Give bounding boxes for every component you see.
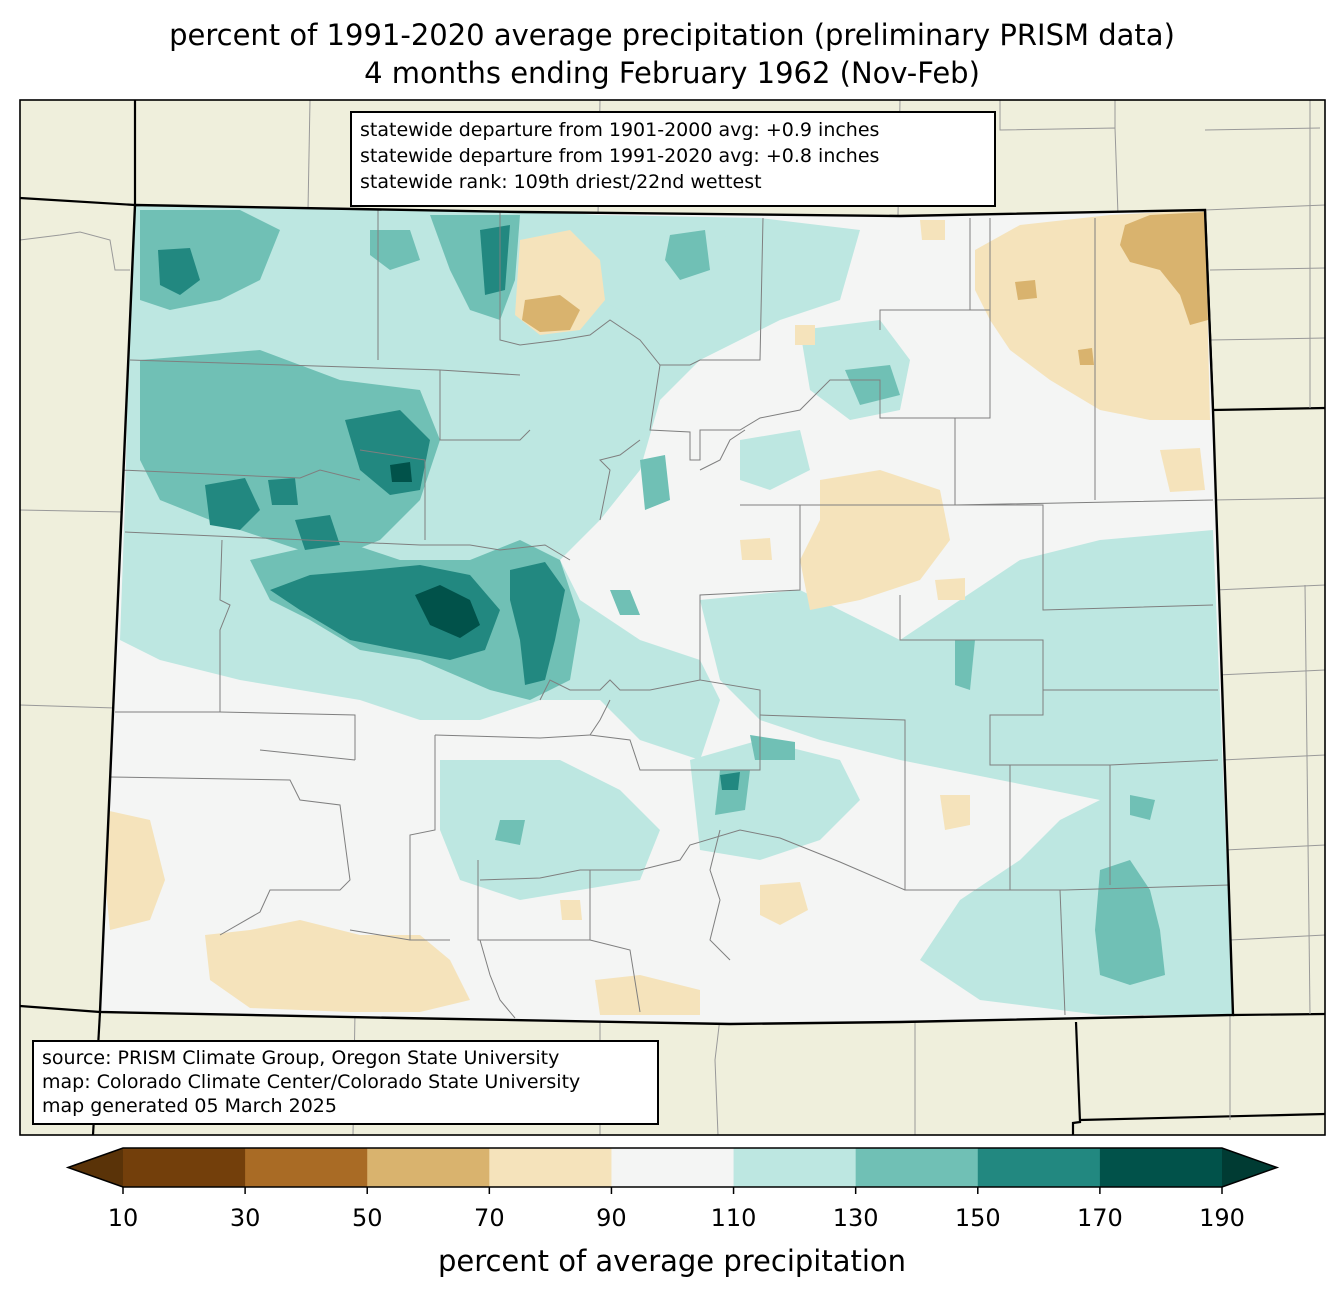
colorbar [65, 1147, 1280, 1194]
colorbar-tick-label: 170 [1076, 1204, 1123, 1232]
colorbar-tick-label: 90 [596, 1204, 627, 1232]
colorbar-under-arrow [68, 1148, 123, 1187]
colorbar-tick-label: 50 [351, 1204, 383, 1232]
colorbar-segment [489, 1148, 612, 1187]
generated-date-line: map generated 05 March 2025 [42, 1095, 337, 1117]
colorado-border [98, 203, 1235, 1026]
stats-departure-1991: statewide departure from 1991-2020 avg: … [360, 145, 880, 167]
precipitation-shading [100, 205, 1233, 1024]
colorbar-segment [367, 1148, 490, 1187]
source-box: source: PRISM Climate Group, Oregon Stat… [32, 1040, 659, 1125]
colorbar-tick-label: 10 [107, 1204, 139, 1232]
stats-departure-1901: statewide departure from 1901-2000 avg: … [360, 119, 880, 141]
colorbar-segment [977, 1148, 1101, 1187]
colorbar-tick-label: 110 [710, 1204, 757, 1232]
colorbar-segment [733, 1148, 857, 1187]
colorbar-tick-label: 30 [229, 1204, 261, 1232]
colorbar-segment [611, 1148, 735, 1187]
map-title-line2: 4 months ending February 1962 (Nov-Feb) [364, 56, 980, 90]
colorbar-segment [1099, 1148, 1223, 1187]
map-frame [19, 99, 1326, 1136]
colorbar-segment [123, 1148, 246, 1187]
colorbar-tick-label: 70 [474, 1204, 505, 1232]
map-credit-line: map: Colorado Climate Center/Colorado St… [42, 1071, 581, 1093]
colorbar-tick-label: 190 [1199, 1204, 1245, 1232]
source-line: source: PRISM Climate Group, Oregon Stat… [42, 1047, 560, 1069]
map-title-line1: percent of 1991-2020 average precipitati… [169, 18, 1175, 52]
stats-rank: statewide rank: 109th driest/22nd wettes… [360, 171, 762, 193]
colorbar-tick-label: 150 [954, 1204, 1001, 1232]
colorbar-title: percent of average precipitation [437, 1244, 907, 1278]
colorbar-segment [855, 1148, 979, 1187]
colorbar-segment [245, 1148, 368, 1187]
colorbar-tick-label: 130 [832, 1204, 879, 1232]
colorbar-over-arrow [1222, 1148, 1277, 1187]
statewide-stats-box: statewide departure from 1901-2000 avg: … [350, 111, 996, 207]
